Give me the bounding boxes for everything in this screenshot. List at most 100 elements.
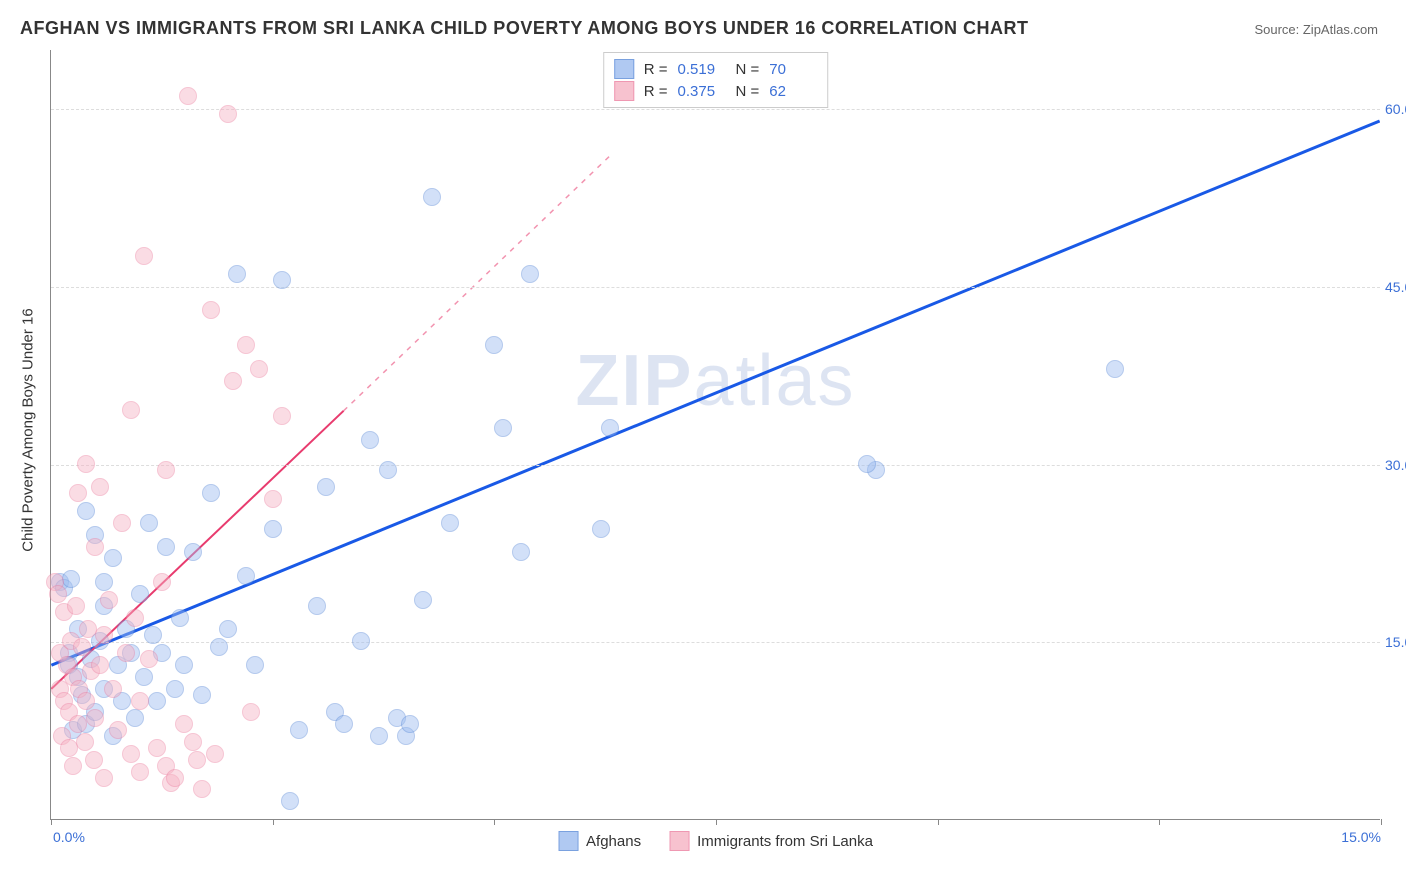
data-point (423, 188, 441, 206)
series-swatch (614, 81, 634, 101)
data-point (335, 715, 353, 733)
r-label: R = (644, 61, 668, 78)
data-point (175, 656, 193, 674)
x-tick (938, 819, 939, 825)
gridline (51, 465, 1380, 466)
data-point (521, 265, 539, 283)
n-label: N = (736, 83, 760, 100)
data-point (179, 87, 197, 105)
y-tick-label: 15.0% (1385, 634, 1406, 650)
stats-row: R =0.519N =70 (614, 59, 818, 79)
data-point (69, 484, 87, 502)
data-point (206, 745, 224, 763)
y-tick-label: 60.0% (1385, 101, 1406, 117)
data-point (184, 733, 202, 751)
data-point (237, 567, 255, 585)
data-point (157, 461, 175, 479)
data-point (95, 626, 113, 644)
x-tick-label: 15.0% (1341, 829, 1381, 845)
data-point (246, 656, 264, 674)
data-point (117, 644, 135, 662)
data-point (104, 680, 122, 698)
data-point (242, 703, 260, 721)
data-point (131, 585, 149, 603)
data-point (126, 709, 144, 727)
data-point (135, 247, 153, 265)
x-tick (51, 819, 52, 825)
n-value: 62 (769, 83, 817, 100)
data-point (122, 401, 140, 419)
data-point (361, 431, 379, 449)
stats-row: R = 0.375 N = 62 (614, 81, 818, 101)
y-tick-label: 45.0% (1385, 279, 1406, 295)
data-point (273, 407, 291, 425)
stats-box: R =0.519N =70R =0.375N =62 (603, 52, 829, 108)
r-value: 0.375 (678, 83, 726, 100)
n-value: 70 (769, 61, 817, 78)
data-point (858, 455, 876, 473)
plot-area: ZIPatlas R =0.519N =70R =0.375N =62 Afgh… (50, 50, 1380, 820)
data-point (264, 490, 282, 508)
data-point (202, 301, 220, 319)
data-point (49, 585, 67, 603)
data-point (73, 638, 91, 656)
data-point (592, 520, 610, 538)
chart-title: AFGHAN VS IMMIGRANTS FROM SRI LANKA CHIL… (20, 18, 1029, 39)
data-point (290, 721, 308, 739)
data-point (202, 484, 220, 502)
x-tick (1159, 819, 1160, 825)
legend-label: Afghans (586, 833, 641, 850)
data-point (148, 739, 166, 757)
data-point (140, 514, 158, 532)
data-point (69, 715, 87, 733)
data-point (95, 573, 113, 591)
legend-swatch (669, 831, 689, 851)
data-point (148, 692, 166, 710)
data-point (210, 638, 228, 656)
series-swatch (614, 59, 634, 79)
data-point (219, 105, 237, 123)
data-point (85, 751, 103, 769)
data-point (264, 520, 282, 538)
gridline (51, 109, 1380, 110)
data-point (401, 715, 419, 733)
data-point (76, 733, 94, 751)
legend: Afghans Immigrants from Sri Lanka (558, 831, 873, 851)
x-tick (273, 819, 274, 825)
data-point (485, 336, 503, 354)
data-point (601, 419, 619, 437)
data-point (370, 727, 388, 745)
x-tick (494, 819, 495, 825)
data-point (77, 502, 95, 520)
data-point (62, 570, 80, 588)
data-point (171, 609, 189, 627)
data-point (126, 609, 144, 627)
x-tick (1381, 819, 1382, 825)
data-point (86, 709, 104, 727)
y-tick-label: 30.0% (1385, 457, 1406, 473)
data-point (67, 597, 85, 615)
data-point (135, 668, 153, 686)
data-point (188, 751, 206, 769)
data-point (175, 715, 193, 733)
data-point (77, 455, 95, 473)
data-point (1106, 360, 1124, 378)
r-label: R = (644, 83, 668, 100)
data-point (317, 478, 335, 496)
x-tick (716, 819, 717, 825)
data-point (379, 461, 397, 479)
legend-swatch (558, 831, 578, 851)
data-point (224, 372, 242, 390)
data-point (441, 514, 459, 532)
data-point (494, 419, 512, 437)
gridline (51, 287, 1380, 288)
data-point (64, 757, 82, 775)
data-point (193, 780, 211, 798)
data-point (131, 692, 149, 710)
data-point (281, 792, 299, 810)
data-point (219, 620, 237, 638)
data-point (77, 692, 95, 710)
data-point (193, 686, 211, 704)
legend-item: Immigrants from Sri Lanka (669, 831, 873, 851)
data-point (250, 360, 268, 378)
